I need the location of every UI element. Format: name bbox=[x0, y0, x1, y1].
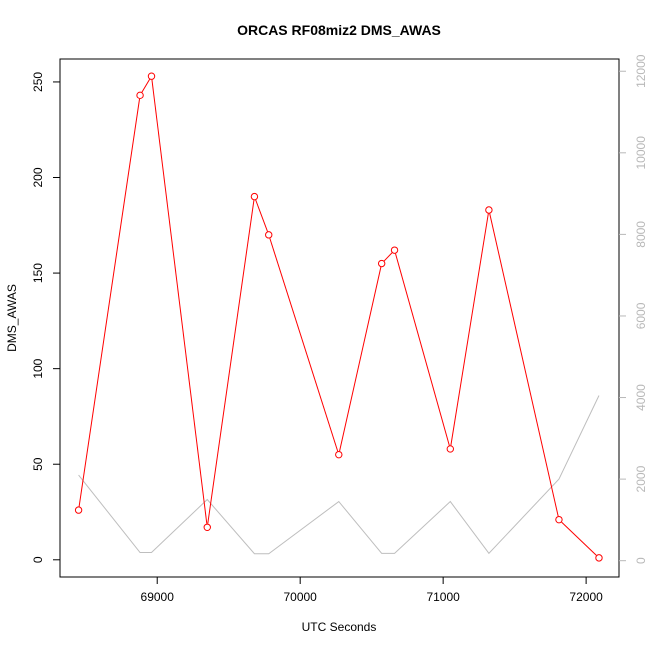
y2-tick-label: 4000 bbox=[634, 384, 648, 411]
x-tick-label: 69000 bbox=[141, 590, 175, 604]
data-point bbox=[203, 523, 211, 532]
primary-series-segment bbox=[78, 98, 141, 507]
primary-series-segment bbox=[383, 252, 393, 262]
data-point bbox=[390, 246, 399, 254]
primary-series-segment bbox=[269, 238, 339, 452]
y2-tick-label: 12000 bbox=[634, 54, 648, 88]
x-axis: 69000 70000 71000 72000 bbox=[141, 577, 603, 604]
y-tick-label: 100 bbox=[31, 358, 45, 378]
y-axis-label: DMS_AWAS bbox=[5, 284, 19, 352]
x-tick-label: 71000 bbox=[426, 590, 460, 604]
data-point bbox=[377, 259, 386, 268]
y2-tick-label: 6000 bbox=[634, 302, 648, 329]
x-axis-label: UTC Seconds bbox=[302, 620, 377, 634]
secondary-y-axis: 0 2000 4000 6000 8000 10000 12000 bbox=[619, 54, 648, 564]
primary-series-segment bbox=[255, 199, 268, 232]
primary-series-segment bbox=[339, 266, 382, 452]
data-point bbox=[265, 231, 273, 239]
y2-tick-label: 0 bbox=[634, 557, 648, 564]
plot-frame bbox=[59, 58, 620, 578]
data-point bbox=[74, 506, 83, 514]
y-tick-label: 250 bbox=[31, 72, 45, 92]
data-point bbox=[335, 450, 343, 459]
primary-series-segment bbox=[395, 253, 450, 446]
primary-series-segment bbox=[450, 213, 489, 446]
data-point bbox=[595, 554, 603, 562]
data-point bbox=[147, 72, 156, 80]
y-tick-label: 150 bbox=[31, 263, 45, 283]
data-point bbox=[555, 515, 563, 524]
x-tick-label: 70000 bbox=[283, 590, 317, 604]
chart-title: ORCAS RF08miz2 DMS_AWAS bbox=[237, 22, 441, 38]
x-tick-label: 72000 bbox=[569, 590, 603, 604]
primary-series-segment bbox=[489, 213, 559, 517]
y2-tick-label: 2000 bbox=[634, 465, 648, 492]
primary-series-segment bbox=[151, 79, 208, 524]
data-point bbox=[446, 445, 454, 453]
secondary-series-line bbox=[78, 395, 600, 555]
y2-tick-label: 10000 bbox=[634, 136, 648, 170]
series-layer bbox=[74, 72, 603, 562]
data-point bbox=[485, 206, 493, 214]
primary-series-segment bbox=[561, 521, 597, 556]
y-tick-label: 200 bbox=[31, 167, 45, 187]
y-axis: 0 50 100 150 200 250 bbox=[31, 72, 60, 563]
y-tick-label: 0 bbox=[31, 556, 45, 563]
y-tick-label: 50 bbox=[31, 457, 45, 471]
data-point bbox=[136, 91, 144, 100]
primary-series-segment bbox=[141, 79, 151, 93]
y2-tick-label: 8000 bbox=[634, 221, 648, 248]
data-point bbox=[250, 192, 259, 201]
primary-series-segment bbox=[207, 200, 255, 524]
